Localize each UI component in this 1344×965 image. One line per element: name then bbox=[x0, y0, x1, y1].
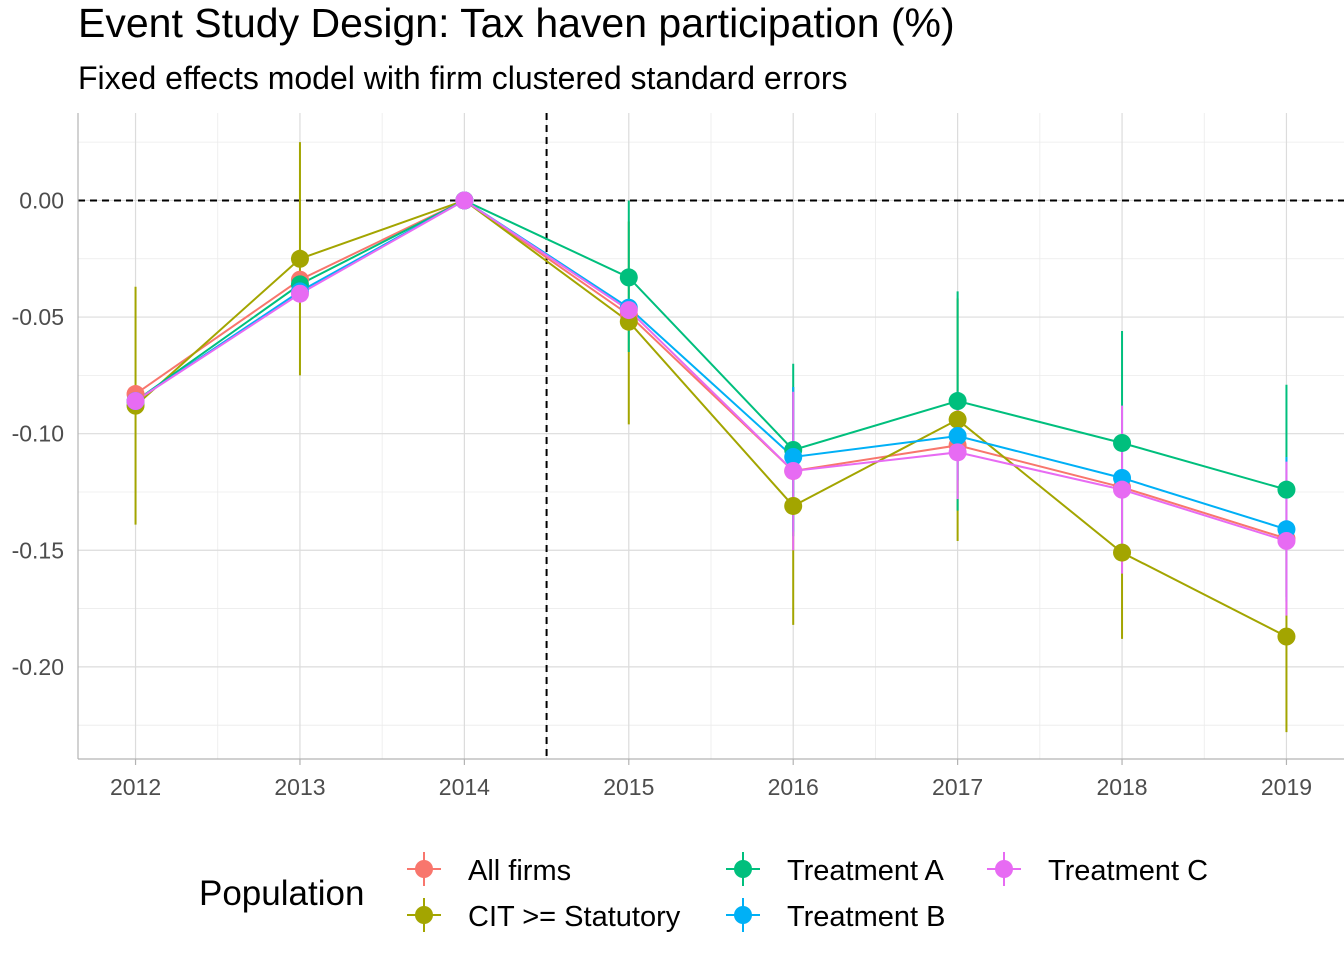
series-points-4 bbox=[126, 191, 1296, 550]
series-line bbox=[134, 199, 1287, 542]
data-point bbox=[290, 249, 309, 268]
grid-layer bbox=[78, 113, 1344, 759]
series-line bbox=[134, 199, 1287, 531]
series-line bbox=[134, 199, 1287, 638]
legend-key-point bbox=[415, 860, 433, 878]
legend-label: All firms bbox=[468, 855, 571, 887]
data-point bbox=[1113, 480, 1132, 499]
chart-title: Event Study Design: Tax haven participat… bbox=[78, 0, 955, 46]
legend-label: CIT >= Statutory bbox=[468, 901, 681, 933]
series-line bbox=[134, 199, 1287, 540]
x-tick-label: 2016 bbox=[768, 774, 819, 800]
legend-item-3: Treatment B bbox=[726, 898, 945, 933]
data-point bbox=[948, 392, 967, 411]
legend-label: Treatment A bbox=[787, 855, 945, 887]
series-layer bbox=[126, 142, 1296, 733]
x-tick-label: 2018 bbox=[1096, 774, 1147, 800]
legend-item-4: Treatment C bbox=[987, 852, 1208, 887]
y-tick-label: -0.05 bbox=[12, 304, 64, 330]
data-point bbox=[455, 191, 474, 210]
legend-key-point bbox=[415, 906, 433, 924]
data-point bbox=[619, 268, 638, 287]
x-tick-label: 2015 bbox=[603, 774, 654, 800]
data-point bbox=[1277, 627, 1296, 646]
legend-key-point bbox=[995, 860, 1013, 878]
data-point bbox=[784, 447, 803, 466]
data-point bbox=[948, 410, 967, 429]
x-tick-label: 2014 bbox=[439, 774, 490, 800]
legend-label: Treatment B bbox=[787, 901, 945, 933]
data-point bbox=[1113, 543, 1132, 562]
legend-title: Population bbox=[199, 874, 364, 913]
data-point bbox=[784, 461, 803, 480]
data-point bbox=[126, 392, 145, 411]
x-tick-label: 2019 bbox=[1261, 774, 1312, 800]
reference-lines bbox=[78, 113, 1344, 759]
data-point bbox=[948, 427, 967, 445]
legend-item-2: Treatment A bbox=[726, 852, 945, 887]
x-tick-label: 2017 bbox=[932, 774, 983, 800]
data-point bbox=[1113, 433, 1132, 452]
legend: Population All firms CIT >= Statutory Trea… bbox=[199, 852, 1208, 933]
legend-item-0: All firms bbox=[407, 852, 571, 887]
data-point bbox=[784, 496, 803, 515]
y-tick-label: -0.10 bbox=[12, 421, 64, 447]
y-tick-label: -0.15 bbox=[12, 537, 64, 563]
data-point bbox=[619, 301, 638, 320]
data-point bbox=[1277, 480, 1296, 499]
x-tick-label: 2013 bbox=[274, 774, 325, 800]
y-tick-label: 0.00 bbox=[19, 187, 64, 213]
legend-label: Treatment C bbox=[1048, 855, 1208, 887]
legend-key-point bbox=[734, 860, 752, 878]
legend-key-point bbox=[734, 906, 752, 924]
data-point bbox=[290, 284, 309, 303]
legend-item-1: CIT >= Statutory bbox=[407, 898, 681, 933]
data-point bbox=[948, 443, 967, 462]
axis-layer: 0.00 -0.05 -0.10 -0.15 -0.20 2012 2013 2014 2015… bbox=[12, 113, 1344, 800]
series-line bbox=[134, 199, 1287, 491]
x-tick-label: 2012 bbox=[110, 774, 161, 800]
y-tick-label: -0.20 bbox=[12, 654, 64, 680]
data-point bbox=[1277, 531, 1296, 550]
chart-subtitle: Fixed effects model with firm clustered … bbox=[78, 60, 847, 96]
